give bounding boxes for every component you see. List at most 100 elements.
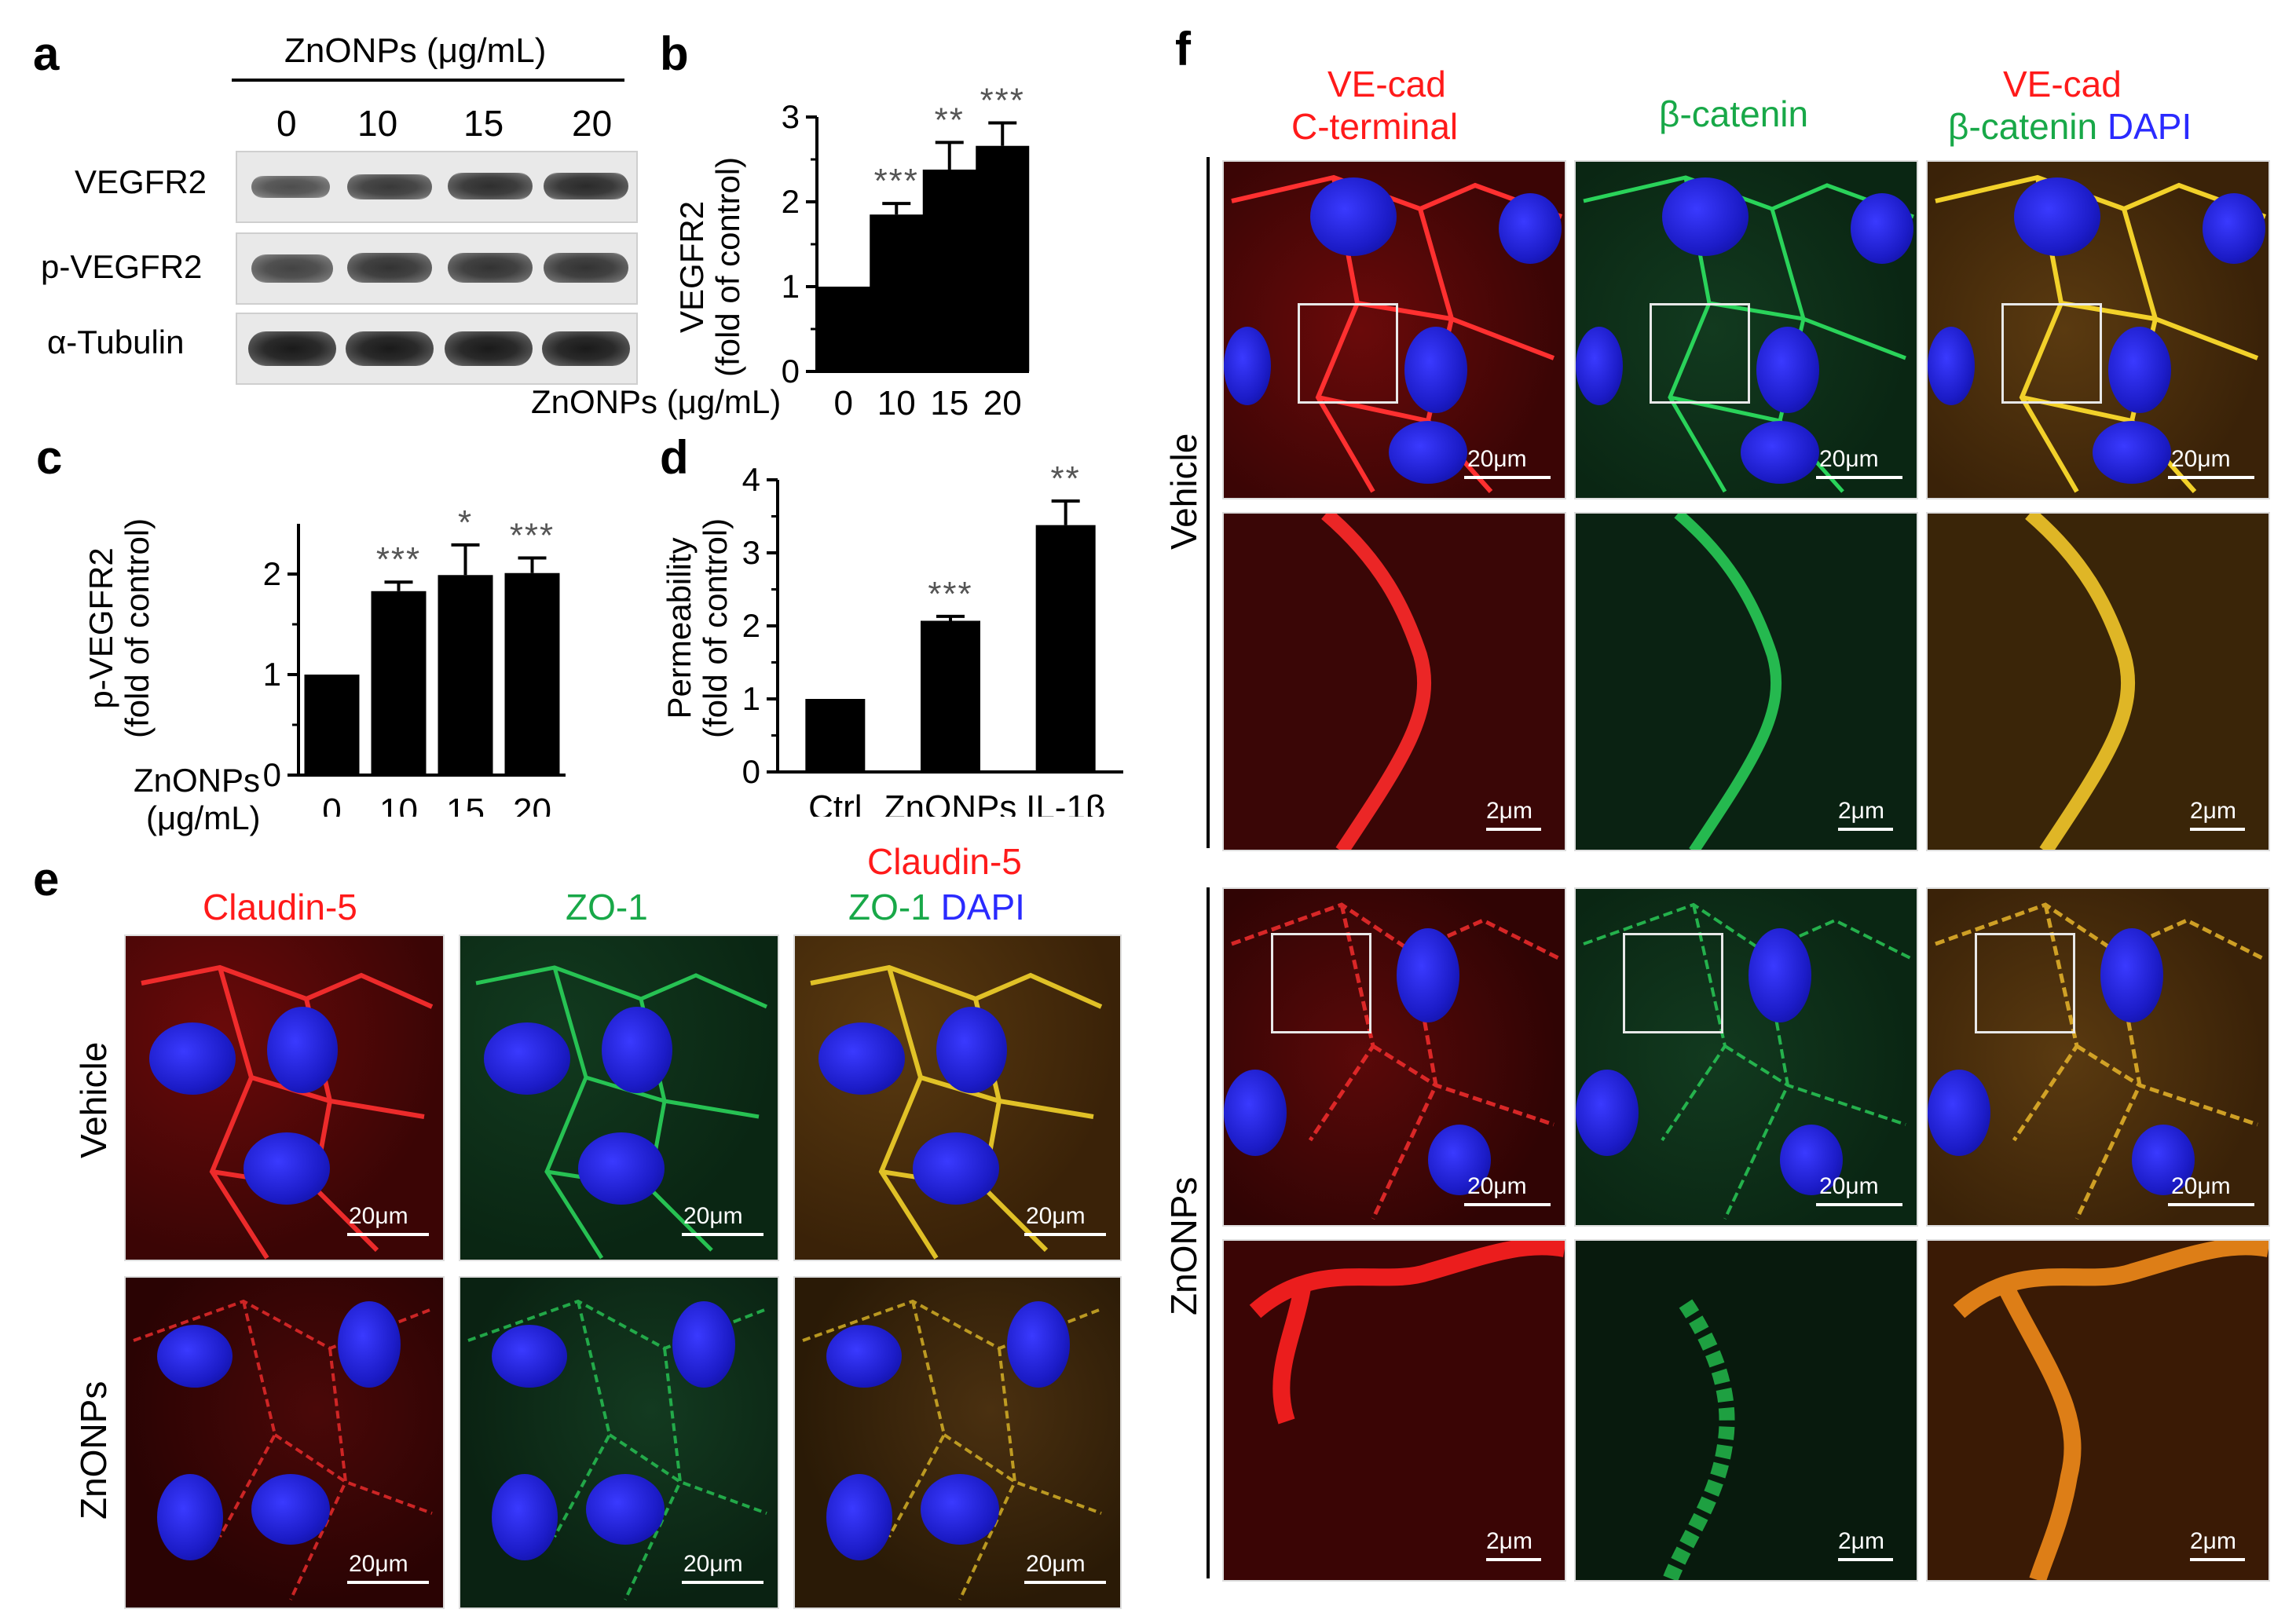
f-row-label-znonps: ZnONPs (1163, 1176, 1204, 1315)
panel-letter-c: c (36, 431, 63, 484)
chart-b-bar (870, 214, 924, 371)
f-vehicle-merge-zoom-image: 2μm (1926, 512, 2270, 851)
chart-b-y-tick-label: 3 (782, 98, 800, 135)
scale-bar (1816, 1203, 1902, 1206)
chart-b-y-tick-label: 0 (782, 353, 800, 390)
nucleus (602, 1007, 672, 1093)
nucleus (1851, 193, 1913, 264)
f-znonps-bcatenin-zoom-image: 2μm (1574, 1239, 1918, 1582)
junction-lines (133, 1299, 433, 1600)
f-znonps-merge-image: 20μm (1926, 887, 2270, 1227)
f-header-merge-bcatenin: β-catenin (1948, 106, 2098, 147)
f-header-merge: β-catenin DAPI (1948, 105, 2192, 148)
blot-header: ZnONPs (μg/mL) (284, 31, 547, 70)
blot-band (544, 253, 628, 283)
roi-box (2001, 303, 2102, 404)
scale-label: 2μm (1486, 798, 1532, 824)
nucleus (1662, 177, 1749, 256)
nucleus (1928, 327, 1975, 405)
f-header-bcatenin: β-catenin (1659, 93, 1809, 134)
nucleus (1756, 327, 1819, 413)
nucleus (1310, 177, 1397, 256)
e-header-merge-dapi: DAPI (940, 887, 1025, 927)
nucleus (1404, 327, 1467, 413)
e-znonps-zo1-image: 20μm (459, 1276, 779, 1609)
scale-bar (2190, 828, 2245, 831)
f-row-divider-vehicle (1207, 157, 1210, 848)
nucleus (1576, 1070, 1639, 1156)
junction-lines (2025, 514, 2136, 850)
blot-strip-pvegfr2 (236, 232, 638, 305)
chart-c-y-tick-label: 1 (263, 656, 281, 693)
nucleus (157, 1325, 233, 1388)
chart-d-y-tick-label: 0 (742, 753, 760, 790)
chart-c-y-tick-label: 0 (263, 756, 281, 793)
blot-band (347, 174, 432, 199)
chart-d-ylabel-line2: (fold of control) (697, 518, 734, 738)
nucleus (492, 1325, 567, 1388)
nucleus (818, 1022, 905, 1095)
chart-c-y-tick-label: 2 (263, 555, 281, 592)
nucleus (1007, 1301, 1070, 1388)
f-znonps-vecad-zoom-image: 2μm (1222, 1239, 1566, 1582)
nucleus (244, 1132, 330, 1205)
nucleus (578, 1132, 665, 1205)
lane-label: 0 (276, 103, 297, 144)
junction-lines (1662, 1299, 1735, 1580)
f-vehicle-bcatenin-zoom-image: 2μm (1574, 512, 1918, 851)
junction-lines (141, 964, 434, 1260)
scale-label: 2μm (1838, 1528, 1884, 1554)
roi-box (1623, 933, 1723, 1033)
junction-lines (1953, 1241, 2269, 1580)
scale-label: 20μm (1819, 1173, 1879, 1199)
f-header-cterminal: C-terminal (1291, 106, 1459, 147)
scale-label: 2μm (2190, 1528, 2236, 1554)
scale-label: 20μm (1467, 446, 1527, 472)
nucleus (1428, 1125, 1491, 1195)
nucleus (1780, 1125, 1843, 1195)
f-znonps-vecad-image: 20μm (1222, 887, 1566, 1227)
chart-d-y-tick-label: 4 (742, 461, 760, 498)
nucleus (672, 1301, 735, 1388)
scale-label: 20μm (2171, 446, 2231, 472)
scale-label: 20μm (1819, 446, 1879, 472)
chart-d-bar (1035, 525, 1096, 772)
chart-d-y-tick-label: 1 (742, 680, 760, 717)
nucleus (2100, 928, 2163, 1022)
scale-bar (2190, 1558, 2245, 1561)
scale-bar (1816, 476, 1902, 479)
scale-label: 2μm (1838, 798, 1884, 824)
chart-b-x-tick-label: 10 (877, 384, 916, 422)
chart-c-ylabel-line2: (fold of control) (119, 518, 156, 738)
nucleus (338, 1301, 401, 1388)
scale-bar (1486, 828, 1541, 831)
chart-c-significance: *** (510, 517, 555, 555)
nucleus (251, 1474, 330, 1545)
f-vehicle-merge-image: 20μm (1926, 160, 2270, 499)
e-vehicle-zo1-image: 20μm (459, 935, 779, 1261)
chart-b-y-tick-label: 1 (782, 268, 800, 305)
scale-bar (1024, 1581, 1106, 1584)
roi-box (1298, 303, 1398, 404)
e-header-merge-claudin5: Claudin-5 (867, 841, 1022, 882)
chart-c-x-tick-label: 20 (513, 792, 551, 817)
chart-d-x-tick-label: ZnONPs (884, 788, 1017, 817)
nucleus (826, 1474, 892, 1560)
scale-bar (1464, 476, 1551, 479)
nucleus (1499, 193, 1562, 264)
chart-d-ylabel: Permeability (fold of control) (661, 518, 734, 738)
blot-band (448, 173, 533, 199)
scale-bar (347, 1233, 429, 1236)
f-header-merge-dapi: DAPI (2107, 106, 2192, 147)
e-vehicle-merge-image: 20μm (793, 935, 1122, 1261)
scale-bar (1838, 1558, 1893, 1561)
junction-lines (475, 965, 768, 1260)
e-header-merge-zo1: ZO-1 (848, 887, 931, 927)
scale-bar (1838, 828, 1893, 831)
panel-letter-a: a (33, 27, 60, 80)
blot-band (346, 331, 434, 366)
nucleus (2014, 177, 2100, 256)
junction-lines (467, 1299, 767, 1600)
f-row-label-vehicle: Vehicle (1163, 433, 1204, 550)
